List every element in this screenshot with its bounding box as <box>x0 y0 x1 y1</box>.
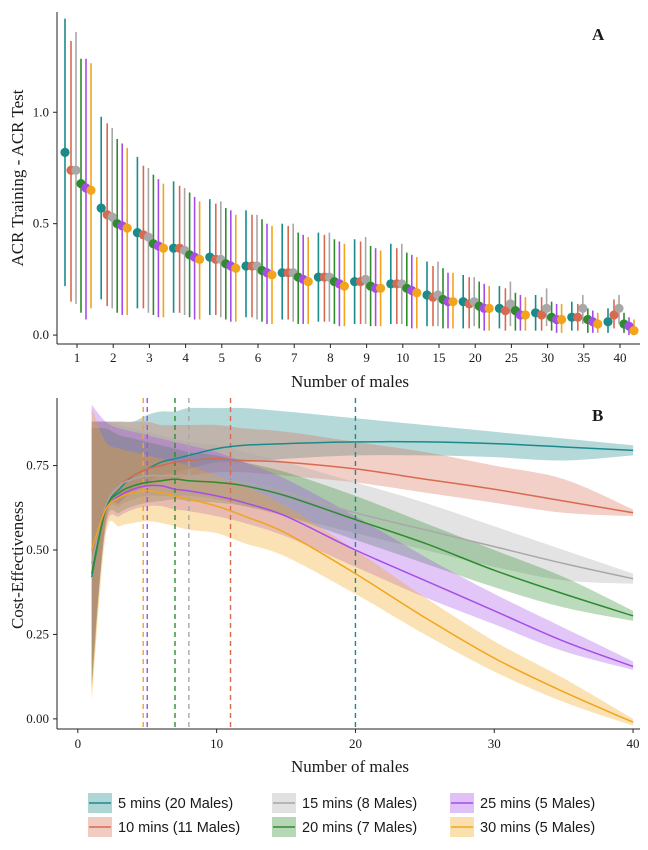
panel-a-x-tick-label: 35 <box>577 350 590 365</box>
panel-a-point <box>60 147 70 157</box>
panel-a-point <box>484 303 494 313</box>
panel-a-x-label: Number of males <box>291 372 409 391</box>
panel-b-x-tick-label: 20 <box>349 736 362 751</box>
panel-a-point <box>609 310 619 320</box>
panel-a-x-tick-label: 4 <box>182 350 189 365</box>
panel-a-x-ticks: 1 2 3 4 5 6 7 8 9 10 15 20 25 30 35 40 <box>74 344 627 365</box>
legend-label-30: 30 mins (5 Males) <box>480 820 595 836</box>
panel-b-line-15 <box>90 474 634 580</box>
panel-a-x-tick-label: 8 <box>327 350 334 365</box>
panel-b-x-tick-label: 10 <box>210 736 223 751</box>
panel-a-y-tick-label: 0.0 <box>33 327 49 342</box>
panel-b-line-25 <box>90 484 634 668</box>
panel-b-y-label: Cost-Effectiveness <box>8 501 27 629</box>
panel-a-point <box>107 212 117 222</box>
panel-a-x-tick-label: 30 <box>541 350 554 365</box>
panel-a-x-tick-label: 10 <box>396 350 409 365</box>
panel-a-point <box>86 185 96 195</box>
panel-a-x-tick-label: 40 <box>614 350 627 365</box>
panel-b-line-20 <box>90 478 634 617</box>
panel-a-x-tick-label: 1 <box>74 350 81 365</box>
panel-b-lines <box>90 440 634 723</box>
panel-b-line-10 <box>90 458 634 564</box>
panel-a-point <box>96 203 106 213</box>
panel-a-point <box>158 243 168 253</box>
panel-a-point <box>71 165 81 175</box>
panel-a-x-tick-label: 5 <box>219 350 226 365</box>
panel-a-point <box>339 281 349 291</box>
panel-a-x-tick-label: 9 <box>363 350 370 365</box>
panel-a-point <box>557 314 567 325</box>
panel-b-y-tick-label: 0.00 <box>26 711 49 726</box>
panel-a-y-label: ACR Training - ACR Test <box>8 89 27 266</box>
panel-b-band-20 <box>91 427 634 686</box>
panel-a-point <box>578 303 588 313</box>
panel-a-y-tick-label: 0.5 <box>33 216 49 231</box>
panel-a-x-tick-label: 2 <box>110 350 117 365</box>
panel-a-point <box>195 254 205 264</box>
panel-a-marks <box>60 18 639 336</box>
panel-a-point <box>542 303 552 313</box>
panel-b-y-tick-label: 0.75 <box>26 458 49 473</box>
panel-a-label: A <box>592 25 605 44</box>
panel-b-optimum-lines <box>142 398 357 729</box>
legend-label-25: 25 mins (5 Males) <box>480 796 595 812</box>
panel-b-band-5 <box>91 407 634 686</box>
panel-a-point <box>603 317 613 327</box>
panel-b-band-10 <box>91 421 634 692</box>
panel-a-point <box>614 303 624 313</box>
panel-a-point <box>500 305 510 316</box>
panel-b-confidence-bands <box>91 404 634 726</box>
panel-a-x-tick-label: 15 <box>433 350 446 365</box>
panel-b-band-25 <box>91 404 634 672</box>
panel-b-band-30 <box>91 408 634 726</box>
panel-b-x-ticks: 0 10 20 30 40 <box>75 729 640 751</box>
panel-b-band-15 <box>91 421 634 689</box>
panel-a-point <box>231 263 241 273</box>
panel-b: 0.00 0.25 0.50 0.75 0 10 20 30 40 B Number of m… <box>8 398 640 776</box>
panel-a-x-tick-label: 20 <box>469 350 482 365</box>
panel-a-point <box>122 223 132 233</box>
legend-label-20: 20 mins (7 Males) <box>302 820 417 836</box>
panel-a-point <box>629 326 639 336</box>
panel-a-point <box>520 310 531 320</box>
panel-b-x-tick-label: 0 <box>75 736 82 751</box>
panel-a-point <box>448 297 458 307</box>
panel-b-x-tick-label: 40 <box>627 736 640 751</box>
panel-a-point <box>412 288 422 298</box>
panel-a-point <box>376 283 386 293</box>
panel-b-y-tick-label: 0.25 <box>26 626 49 641</box>
panel-b-line-30 <box>90 490 634 723</box>
panel-a-y-ticks: 0.0 0.5 1.0 <box>33 104 57 342</box>
panel-b-x-label: Number of males <box>291 757 409 776</box>
panel-b-y-tick-label: 0.50 <box>26 542 49 557</box>
legend-label-5: 5 mins (20 Males) <box>118 796 233 812</box>
panel-a-x-tick-label: 7 <box>291 350 298 365</box>
panel-a-point <box>143 232 153 242</box>
panel-a-x-tick-label: 3 <box>146 350 153 365</box>
panel-a-point <box>537 310 547 320</box>
panel-a-point <box>267 270 277 280</box>
panel-b-x-tick-label: 30 <box>488 736 501 751</box>
legend-label-15: 15 mins (8 Males) <box>302 796 417 812</box>
panel-a: 0.0 0.5 1.0 1 2 3 4 5 6 7 8 9 10 15 20 25 30 35 40 A Numb… <box>8 12 640 391</box>
panel-a-point <box>361 274 371 284</box>
panel-a-x-tick-label: 25 <box>505 350 518 365</box>
legend-label-10: 10 mins (11 Males) <box>118 820 240 836</box>
legend: 5 mins (20 Males) 15 mins (8 Males) 25 min… <box>88 793 595 837</box>
panel-a-point <box>593 319 603 329</box>
panel-a-point <box>505 299 515 309</box>
panel-a-x-tick-label: 6 <box>255 350 262 365</box>
panel-b-y-ticks: 0.00 0.25 0.50 0.75 <box>26 458 57 726</box>
panel-b-label: B <box>592 406 603 425</box>
panel-a-y-tick-label: 1.0 <box>33 104 49 119</box>
panel-a-point <box>303 277 313 287</box>
panel-a-point <box>573 312 583 322</box>
